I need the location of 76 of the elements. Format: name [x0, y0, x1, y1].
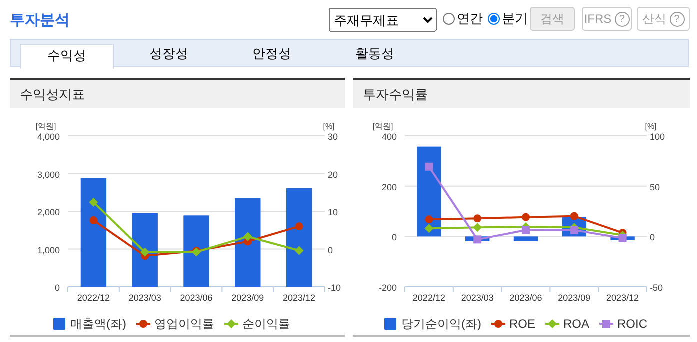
legend-label: 영업이익률 [154, 317, 214, 331]
bar [132, 213, 158, 287]
y-tick-label: 4,000 [37, 132, 60, 142]
text: ? [670, 12, 684, 26]
y-tick-label: 0 [54, 283, 60, 293]
y-axis-title: [억원] [36, 122, 56, 131]
y-tick-label: -200 [378, 283, 397, 293]
point [522, 213, 530, 222]
legend-label: ROE [509, 317, 536, 331]
y-tick-label: 1,000 [37, 245, 60, 256]
text: ? [614, 12, 630, 26]
y-axis-title: [억원] [372, 122, 394, 131]
y2-tick-label: 50 [650, 182, 660, 192]
text: 수익성 [20, 44, 114, 69]
point [243, 232, 252, 242]
point [295, 222, 304, 231]
point [473, 223, 482, 232]
text: 주재무제표 [329, 8, 437, 32]
text: 활동성 [354, 45, 396, 63]
text: 투자분석 [10, 11, 70, 30]
x-tick-label: 2023/12 [606, 293, 640, 303]
point [89, 198, 98, 207]
x-tick-label: 2023/03 [461, 293, 494, 303]
x-tick-label: 2022/12 [77, 293, 110, 303]
y-tick-label: 2,000 [37, 208, 60, 218]
point [425, 216, 434, 224]
y2-tick-label: 100 [650, 132, 666, 142]
x-tick-label: 2023/06 [180, 293, 213, 303]
y-tick-label: 200 [382, 182, 397, 192]
text: 산식 [642, 12, 666, 26]
x-tick-label: 2022/12 [412, 293, 446, 303]
legend-label: 매출액(좌) [70, 317, 126, 331]
legend-label: 순이익률 [242, 317, 290, 331]
bar [286, 188, 312, 287]
y2-tick-label: 10 [328, 208, 338, 218]
point [90, 216, 98, 225]
point [570, 212, 578, 220]
x-tick-label: 2023/03 [128, 293, 162, 303]
x-tick-label: 2023/12 [283, 293, 316, 303]
point [294, 246, 304, 256]
legend-label: ROA [564, 317, 590, 331]
point [140, 248, 150, 257]
y-tick-label: 400 [382, 132, 397, 142]
text: IFRS [584, 12, 612, 26]
text: 안정성 [252, 45, 292, 63]
y2-axis-title: [%] [323, 122, 335, 131]
chart-title: 투자수익률 [363, 87, 428, 102]
y2-tick-label: 30 [328, 132, 338, 142]
y2-axis-title: [%] [645, 122, 657, 131]
text: 연간 [456, 10, 483, 28]
y2-tick-label: -10 [328, 283, 342, 293]
legend-label: ROIC [618, 317, 648, 331]
point [424, 224, 434, 234]
point [618, 234, 627, 242]
point [522, 226, 530, 234]
bar [514, 236, 538, 242]
y2-tick-label: 0 [328, 245, 334, 256]
bar [184, 216, 210, 287]
x-tick-label: 2023/09 [558, 293, 591, 303]
y2-tick-label: 20 [328, 170, 338, 180]
chart-title: 수익성지표 [20, 87, 85, 102]
bar [80, 178, 107, 287]
x-tick-label: 2023/09 [232, 293, 264, 303]
point [425, 162, 434, 171]
text: 성장성 [148, 45, 190, 63]
x-tick-label: 2023/06 [510, 293, 542, 303]
point [474, 214, 482, 223]
bar [235, 198, 261, 287]
point [474, 236, 482, 244]
text: 분기 [501, 10, 528, 28]
y-tick-label: 3,000 [37, 170, 60, 180]
y-tick-label: 0 [392, 232, 397, 243]
legend-label: 당기순이익(좌) [401, 317, 482, 331]
y2-tick-label: -50 [650, 283, 664, 293]
y2-tick-label: 0 [650, 232, 656, 243]
text: 검색 [530, 7, 575, 31]
